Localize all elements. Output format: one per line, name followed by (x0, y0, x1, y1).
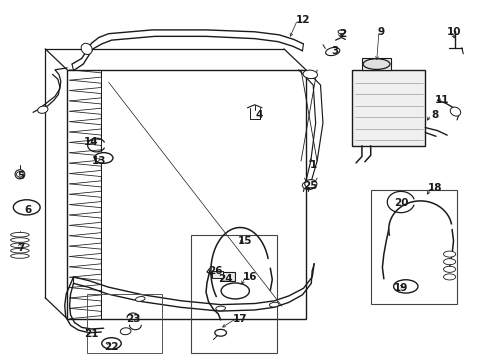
Ellipse shape (102, 338, 121, 349)
Text: 2: 2 (339, 29, 346, 39)
Ellipse shape (363, 59, 390, 69)
Ellipse shape (302, 182, 315, 190)
Bar (87, 294, 162, 353)
Text: 17: 17 (233, 314, 247, 324)
Ellipse shape (216, 306, 225, 311)
Bar (352, 70, 425, 146)
Text: 25: 25 (303, 181, 318, 191)
Text: 4: 4 (256, 111, 263, 120)
Ellipse shape (11, 243, 29, 248)
Text: 26: 26 (209, 266, 223, 276)
Ellipse shape (443, 251, 456, 257)
Text: 15: 15 (238, 236, 252, 246)
Bar (192, 235, 277, 353)
Text: 8: 8 (431, 111, 439, 120)
Ellipse shape (135, 297, 145, 301)
Ellipse shape (81, 43, 92, 54)
Ellipse shape (11, 254, 29, 258)
Text: 18: 18 (428, 183, 442, 193)
Text: 7: 7 (17, 243, 24, 253)
Ellipse shape (221, 283, 249, 299)
Ellipse shape (326, 48, 340, 56)
Circle shape (17, 172, 24, 177)
Text: 20: 20 (393, 198, 408, 208)
Bar (362, 58, 391, 70)
Ellipse shape (338, 30, 345, 34)
Text: 11: 11 (435, 95, 450, 105)
Ellipse shape (38, 106, 48, 113)
Ellipse shape (305, 180, 317, 188)
Ellipse shape (303, 70, 318, 78)
Ellipse shape (450, 107, 461, 116)
Text: 10: 10 (447, 27, 462, 37)
Text: 22: 22 (104, 342, 118, 352)
Ellipse shape (11, 233, 29, 237)
Text: 3: 3 (332, 46, 339, 56)
Ellipse shape (95, 153, 113, 163)
Text: 1: 1 (310, 160, 317, 170)
Text: 5: 5 (17, 171, 24, 181)
Ellipse shape (443, 266, 456, 273)
Text: 23: 23 (126, 314, 140, 324)
Text: 16: 16 (243, 272, 257, 282)
Ellipse shape (443, 274, 456, 280)
Ellipse shape (121, 328, 131, 335)
Text: 21: 21 (84, 329, 99, 339)
Text: 14: 14 (84, 137, 99, 147)
Text: 12: 12 (296, 15, 311, 26)
Ellipse shape (270, 302, 279, 307)
Text: 24: 24 (218, 274, 233, 284)
Bar (67, 70, 306, 319)
Ellipse shape (15, 170, 25, 179)
Bar (371, 189, 458, 303)
Text: 13: 13 (92, 156, 106, 166)
Ellipse shape (443, 259, 456, 265)
Text: 6: 6 (24, 206, 32, 215)
Ellipse shape (11, 248, 29, 253)
Text: 19: 19 (394, 283, 408, 293)
Bar (212, 271, 222, 278)
Ellipse shape (13, 200, 40, 215)
Ellipse shape (393, 280, 418, 293)
Bar (220, 273, 235, 281)
Ellipse shape (11, 238, 29, 242)
Ellipse shape (215, 329, 226, 336)
Text: 9: 9 (378, 27, 385, 37)
